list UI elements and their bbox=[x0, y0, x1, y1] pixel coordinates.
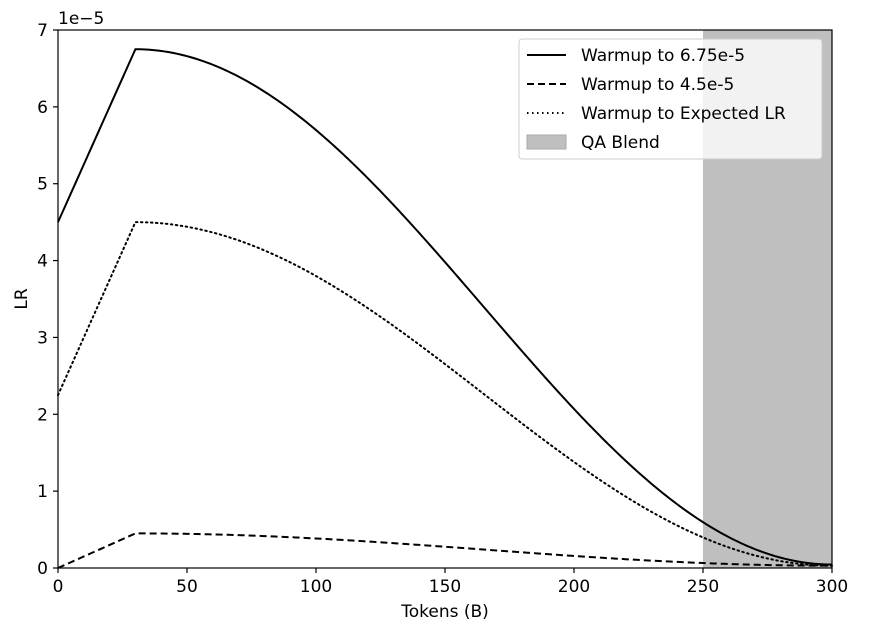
x-tick-label: 300 bbox=[816, 577, 848, 597]
x-axis-label: Tokens (B) bbox=[400, 602, 489, 622]
series-line-dashed bbox=[57, 532, 832, 569]
series-layer bbox=[57, 48, 833, 569]
x-axis-ticks: 0 50 100 150 200 250 300 bbox=[53, 568, 848, 597]
legend-item: Warmup to 4.5e-5 bbox=[527, 75, 734, 95]
x-tick-label: 150 bbox=[429, 577, 461, 597]
x-tick-label: 50 bbox=[176, 577, 198, 597]
legend-item: QA Blend bbox=[526, 133, 660, 153]
legend-item: Warmup to 6.75e-5 bbox=[527, 46, 745, 66]
legend-box bbox=[518, 38, 823, 160]
y-tick-label: 7 bbox=[37, 21, 48, 41]
legend: Warmup to 6.75e-5 Warmup to 4.5e-5 Warmup … bbox=[518, 38, 823, 160]
y-axis-ticks: 0 1 2 3 4 5 6 7 bbox=[37, 21, 58, 579]
legend-item: Warmup to Expected LR bbox=[527, 104, 786, 124]
series-line-dotted bbox=[57, 221, 833, 567]
legend-label: Warmup to 6.75e-5 bbox=[581, 46, 745, 66]
y-tick-label: 2 bbox=[37, 405, 48, 425]
y-axis-label: LR bbox=[12, 288, 32, 309]
y-tick-label: 1 bbox=[37, 482, 48, 502]
y-tick-label: 3 bbox=[37, 328, 48, 348]
y-tick-label: 5 bbox=[37, 175, 48, 195]
x-tick-label: 250 bbox=[687, 577, 719, 597]
x-tick-label: 200 bbox=[558, 577, 590, 597]
legend-swatch-patch bbox=[526, 134, 567, 150]
y-tick-label: 0 bbox=[37, 559, 48, 579]
x-tick-label: 100 bbox=[300, 577, 332, 597]
series-line-solid bbox=[57, 48, 833, 566]
legend-label: QA Blend bbox=[581, 133, 660, 153]
legend-label: Warmup to 4.5e-5 bbox=[581, 75, 734, 95]
y-offset-label: 1e−5 bbox=[58, 9, 104, 29]
x-tick-label: 0 bbox=[53, 577, 64, 597]
legend-label: Warmup to Expected LR bbox=[581, 104, 786, 124]
y-tick-label: 4 bbox=[37, 252, 48, 272]
y-tick-label: 6 bbox=[37, 98, 48, 118]
